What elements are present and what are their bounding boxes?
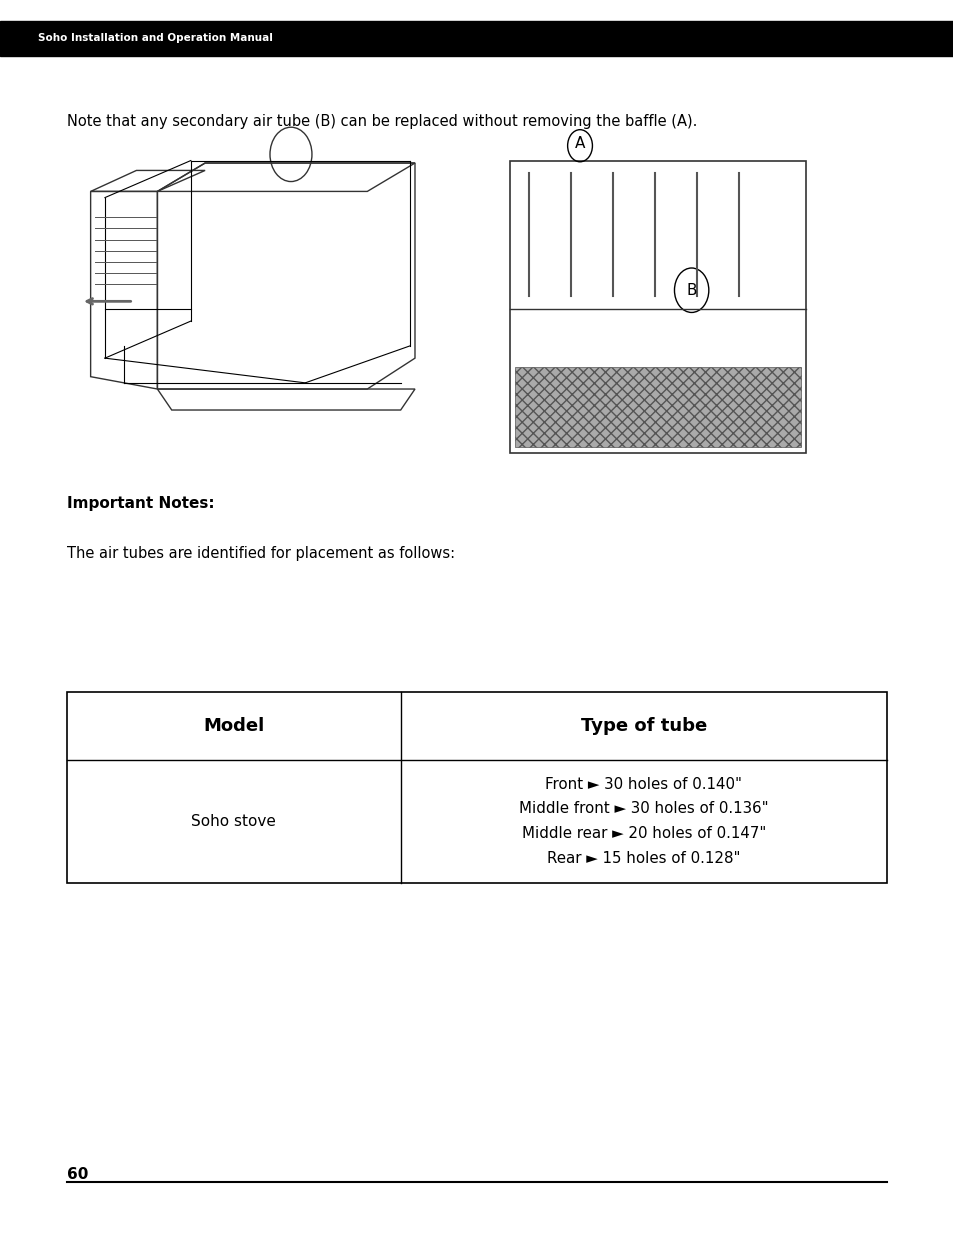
Bar — [86, 161, 448, 469]
Text: B: B — [685, 283, 697, 298]
Bar — [0, 21, 953, 56]
Text: Type of tube: Type of tube — [580, 716, 706, 735]
Bar — [67, 692, 886, 883]
Bar — [515, 367, 801, 447]
Bar — [505, 161, 820, 457]
Text: Note that any secondary air tube (B) can be replaced without removing the baffle: Note that any secondary air tube (B) can… — [67, 114, 697, 128]
Bar — [510, 161, 805, 453]
Text: Soho stove: Soho stove — [192, 814, 275, 829]
Text: 60: 60 — [67, 1167, 88, 1182]
Text: Model: Model — [203, 716, 264, 735]
Text: A: A — [575, 136, 584, 151]
Text: Front ► 30 holes of 0.140": Front ► 30 holes of 0.140" — [545, 777, 741, 792]
Text: Rear ► 15 holes of 0.128": Rear ► 15 holes of 0.128" — [547, 851, 740, 866]
Text: Middle front ► 30 holes of 0.136": Middle front ► 30 holes of 0.136" — [518, 802, 768, 816]
Text: Important Notes:: Important Notes: — [67, 496, 214, 511]
Text: Middle rear ► 20 holes of 0.147": Middle rear ► 20 holes of 0.147" — [521, 826, 765, 841]
Text: Soho Installation and Operation Manual: Soho Installation and Operation Manual — [38, 33, 273, 43]
Text: The air tubes are identified for placement as follows:: The air tubes are identified for placeme… — [67, 546, 455, 561]
